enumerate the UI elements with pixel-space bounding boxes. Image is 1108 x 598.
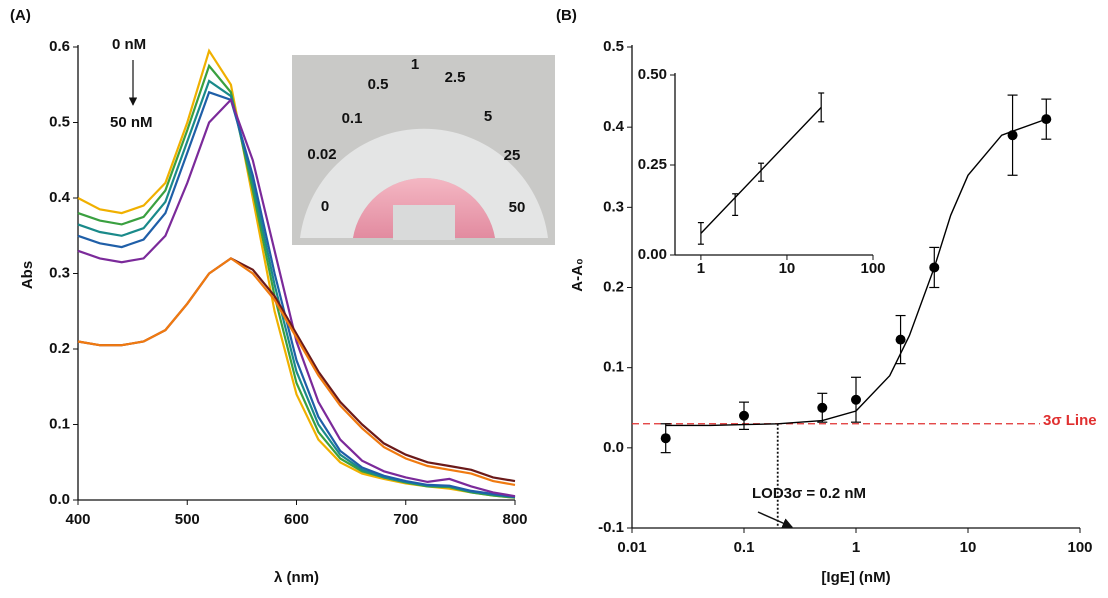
y-tick-label: 0.3	[603, 198, 624, 215]
y-tick-label: 0.50	[638, 66, 667, 83]
data-point	[739, 410, 749, 421]
data-point	[851, 394, 861, 405]
data-point	[817, 402, 828, 413]
y-tick-label: 0.25	[638, 156, 667, 173]
x-tick-label: 600	[284, 511, 309, 528]
tube-rack	[300, 128, 548, 238]
tube-label: 0.5	[368, 76, 389, 93]
y-tick-label: 0.1	[603, 359, 624, 376]
x-tick-label: 1	[697, 260, 705, 277]
y-tick-label: 0.2	[603, 278, 624, 295]
data-point	[660, 433, 671, 444]
threshold-label: 3σ Line	[1043, 412, 1097, 429]
x-tick-label: 0.01	[617, 539, 646, 556]
tube-label: 0.02	[307, 146, 336, 163]
panel-label: (B)	[556, 7, 577, 24]
tube-label: 0.1	[342, 110, 363, 127]
spectrum-line	[77, 97, 516, 498]
spectrum-line	[77, 90, 516, 499]
annotation: 0 nM	[112, 36, 146, 53]
x-tick-label: 10	[779, 260, 796, 277]
x-tick-label: 700	[393, 511, 418, 528]
y-tick-label: 0.00	[638, 246, 667, 263]
y-tick-label: 0.0	[603, 439, 624, 456]
tube-gap	[393, 205, 455, 240]
data-point	[895, 334, 906, 345]
tube-label: 0	[321, 198, 329, 215]
y-axis-label: A-A₀	[569, 258, 586, 291]
data-point	[929, 262, 940, 273]
x-tick-label: 0.1	[734, 539, 755, 556]
lod-label: LOD3σ = 0.2 nM	[752, 485, 866, 502]
x-axis-label: [IgE] (nM)	[821, 569, 890, 586]
x-tick-label: 10	[960, 539, 977, 556]
y-tick-label: 0.3	[49, 264, 70, 281]
y-tick-label: 0.0	[49, 491, 70, 508]
x-tick-label: 800	[502, 511, 527, 528]
spectrum-line	[77, 257, 516, 486]
x-tick-label: 500	[175, 511, 200, 528]
y-tick-label: 0.5	[603, 38, 624, 55]
y-axis-label: Abs	[19, 261, 36, 289]
tube-label: 2.5	[445, 69, 466, 86]
y-tick-label: 0.5	[49, 113, 70, 130]
lod-arrow	[757, 511, 793, 528]
x-tick-label: 400	[65, 511, 90, 528]
tube-label: 25	[504, 147, 521, 164]
x-axis-label: λ (nm)	[274, 569, 319, 586]
y-tick-label: 0.4	[603, 118, 625, 135]
x-tick-label: 100	[1067, 539, 1092, 556]
y-tick-label: 0.2	[49, 340, 70, 357]
tube-label: 5	[484, 108, 492, 125]
data-point	[1007, 130, 1018, 141]
tube-label: 1	[411, 56, 419, 73]
y-tick-label: -0.1	[598, 519, 624, 536]
annotation: 50 nM	[110, 114, 153, 131]
x-tick-label: 100	[860, 260, 885, 277]
y-tick-label: 0.6	[49, 38, 70, 55]
photo-inset	[292, 55, 555, 245]
tube-label: 50	[509, 199, 526, 216]
x-tick-label: 1	[852, 539, 860, 556]
y-tick-label: 0.4	[49, 189, 71, 206]
data-point	[1041, 114, 1052, 125]
y-tick-label: 0.1	[49, 415, 70, 432]
panel-label: (A)	[10, 7, 31, 24]
